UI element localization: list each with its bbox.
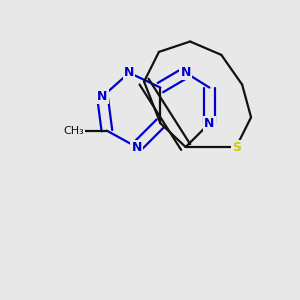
- Text: CH₃: CH₃: [64, 126, 85, 136]
- Text: N: N: [124, 66, 134, 79]
- Text: N: N: [204, 117, 214, 130]
- Text: N: N: [97, 90, 108, 103]
- Text: S: S: [232, 140, 241, 154]
- Text: N: N: [131, 140, 142, 154]
- Text: N: N: [181, 66, 191, 79]
